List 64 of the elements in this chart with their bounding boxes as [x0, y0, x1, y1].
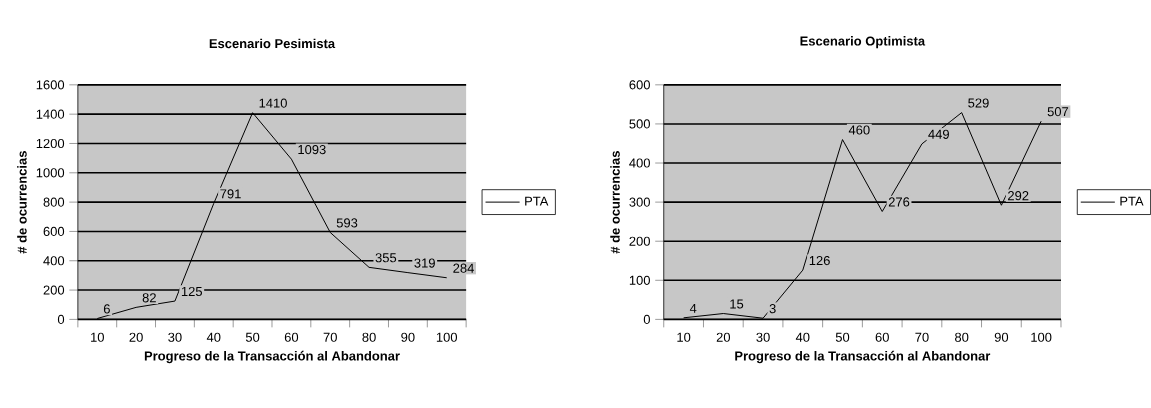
data-label: 3 [769, 303, 776, 314]
y-tick-label: 0 [57, 314, 65, 324]
x-tick-label: 20 [129, 332, 143, 342]
data-label: 529 [968, 98, 989, 108]
x-tick-label: 80 [362, 332, 376, 342]
data-label: 460 [848, 125, 870, 135]
chart-title: Escenario Pesimista [209, 38, 336, 49]
data-label: 6 [103, 304, 110, 314]
x-tick-label: 30 [756, 332, 770, 342]
y-tick-label: 1400 [36, 109, 65, 119]
x-tick-label: 80 [955, 332, 969, 342]
data-label: 355 [375, 253, 397, 263]
chart-title: Escenario Optimista [800, 35, 926, 49]
y-tick-label: 800 [43, 197, 65, 207]
legend-label: PTA [525, 196, 549, 206]
y-tick-label: 600 [43, 226, 65, 236]
data-label: 82 [142, 293, 156, 303]
y-tick-label: 400 [43, 256, 65, 266]
data-label: 15 [730, 299, 744, 309]
data-label: 4 [689, 303, 697, 313]
x-tick-label: 70 [323, 332, 337, 342]
y-tick-label: 500 [629, 119, 650, 129]
x-tick-label: 50 [835, 332, 850, 342]
data-label: 292 [1008, 190, 1029, 201]
x-tick-label: 90 [994, 332, 1009, 342]
data-label: 1410 [259, 98, 287, 108]
data-label: 125 [181, 286, 203, 296]
y-tick-label: 1200 [36, 138, 65, 148]
y-tick-label: 600 [629, 80, 650, 90]
data-label: 791 [220, 189, 241, 199]
x-tick-label: 100 [436, 332, 458, 342]
x-tick-label: 100 [1031, 332, 1052, 342]
y-axis-title: # de ocurrencias [610, 151, 620, 254]
x-tick-label: 70 [915, 332, 929, 342]
x-tick-label: 60 [875, 332, 889, 342]
x-tick-label: 10 [677, 332, 691, 342]
x-tick-label: 90 [401, 332, 415, 342]
x-tick-label: 40 [795, 332, 810, 342]
data-label: 126 [809, 255, 830, 266]
x-axis-title: Progreso de la Transacción al Abandonar [735, 350, 991, 364]
data-label: 284 [453, 263, 474, 273]
y-tick-label: 400 [629, 158, 650, 168]
data-label: 449 [928, 129, 949, 139]
x-tick-label: 50 [245, 332, 260, 342]
x-tick-label: 20 [716, 332, 731, 342]
data-label: 507 [1047, 106, 1069, 117]
y-tick-label: 0 [643, 314, 650, 324]
data-label: 593 [336, 218, 358, 228]
y-axis-title: # de ocurrencias [17, 151, 27, 254]
data-label: 319 [414, 258, 435, 268]
data-label: 1093 [298, 144, 326, 155]
y-tick-label: 200 [43, 285, 65, 295]
legend-label: PTA [1120, 196, 1144, 206]
y-tick-label: 1000 [36, 168, 65, 178]
y-tick-label: 300 [629, 197, 650, 207]
x-tick-label: 60 [284, 332, 299, 342]
x-axis-title: Progreso de la Transacción al Abandonar [144, 350, 400, 364]
y-tick-label: 100 [629, 275, 650, 285]
x-tick-label: 40 [206, 332, 221, 342]
x-tick-label: 10 [91, 332, 104, 342]
x-tick-label: 30 [168, 332, 182, 342]
y-tick-label: 200 [629, 236, 650, 246]
data-label: 276 [888, 197, 910, 207]
y-tick-label: 1600 [36, 80, 65, 90]
